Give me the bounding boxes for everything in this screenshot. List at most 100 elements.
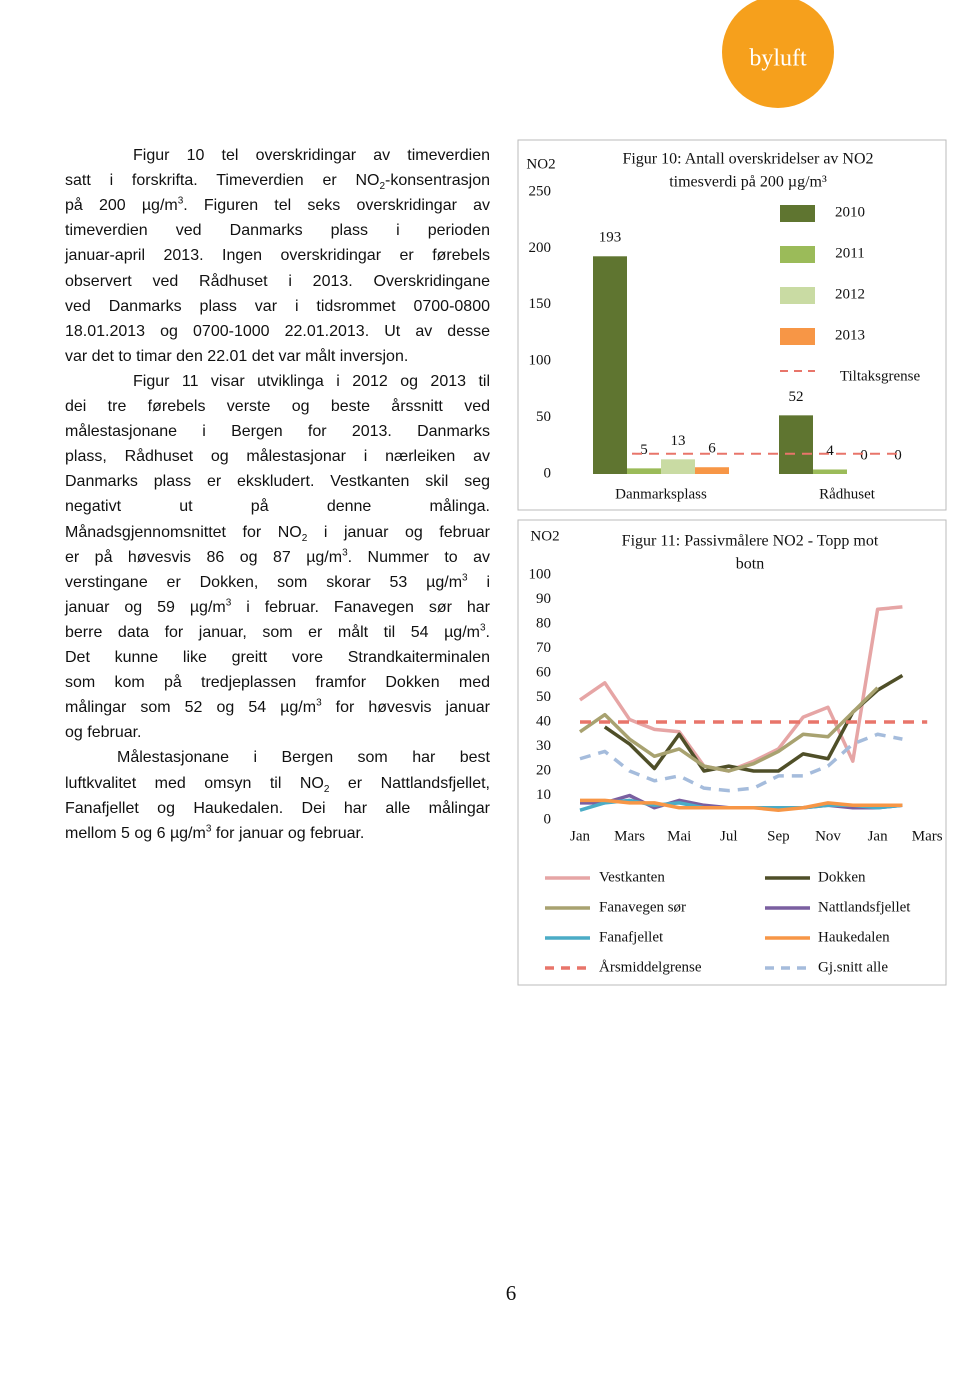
x-tick-label: Danmarksplass [615, 486, 707, 502]
data-label: 4 [826, 443, 834, 459]
text-line: målestasjonane i Bergen for 2013. Danmar… [65, 419, 490, 444]
text-line: Månadsgjennomsnittet for NO2 i januar og… [65, 520, 490, 545]
supscript: 3 [225, 597, 232, 609]
y-tick-label: 50 [536, 409, 551, 425]
text-run: i [467, 573, 491, 591]
chart-title: botn [736, 556, 764, 573]
text-run: i januar og februar [307, 523, 491, 541]
text-run: luftkvalitet med omsyn til NO [65, 774, 324, 792]
text-run: Figur 11 visar utviklinga i 2012 og 2013… [133, 372, 490, 390]
text-run: negativt ut på denne målinga. [65, 498, 490, 516]
legend-label: Tiltaksgrense [840, 368, 921, 384]
subscript: 2 [301, 532, 308, 544]
text-line: som kom på tredjeplassen framfor Dokken … [65, 670, 490, 695]
x-tick-label: Mars [912, 828, 943, 844]
y-axis-label: NO2 [526, 156, 555, 172]
text-run: januar-april 2013. Ingen overskridingar … [65, 247, 490, 265]
legend-label: Gj.snitt alle [818, 959, 888, 975]
y-tick-label: 100 [529, 353, 552, 369]
text-run: -konsentrasjon [385, 172, 490, 190]
x-tick-label: Sep [767, 828, 790, 844]
text-run: satt i forskrifta. Timeverdien er NO [65, 172, 380, 190]
data-label: 6 [708, 441, 716, 457]
text-run: berre data for januar, som er målt til 5… [65, 623, 480, 641]
supscript: 3 [205, 823, 212, 835]
chart-title: timesverdi på 200 µg/m³ [669, 174, 827, 191]
bar [627, 468, 661, 474]
y-axis-label: NO2 [530, 528, 559, 544]
subscript: 2 [379, 181, 386, 193]
x-tick-label: Mars [614, 828, 645, 844]
bar [779, 415, 813, 474]
y-tick-label: 30 [536, 738, 551, 754]
legend-label: Fanafjellet [599, 929, 664, 945]
legend-label: Fanavegen sør [599, 899, 686, 915]
text-line: Danmarks plass er ekskludert. Vestkanten… [65, 469, 490, 494]
text-run: observert ved Rådhuset i 2013. Overskrid… [65, 272, 490, 290]
text-run: verstingane er Dokken, som skorar 53 µg/… [65, 573, 463, 591]
y-tick-label: 90 [536, 591, 551, 607]
data-label: 0 [894, 447, 902, 463]
data-label: 193 [599, 230, 622, 246]
text-run: dei tre førebels verste og beste årssnit… [65, 398, 490, 415]
text-run: Det kunne like greitt vore Strandkaiterm… [65, 649, 490, 666]
text-line: ved Danmarks plass var i tidsrommet 0700… [65, 294, 490, 319]
text-run: . [485, 623, 490, 641]
text-run: Månadsgjennomsnittet for NO [65, 523, 302, 541]
y-tick-label: 0 [544, 465, 552, 481]
text-line: negativt ut på denne målinga. [65, 494, 490, 519]
page-number: 6 [506, 1281, 517, 1305]
y-tick-label: 40 [536, 713, 551, 729]
text-line: Figur 10 tel overskridingar av timeverdi… [65, 143, 490, 168]
legend-label: 2011 [835, 245, 864, 261]
text-line: målingar som 52 og 54 µg/m3 for høvesvis… [65, 695, 490, 720]
subscript: 2 [323, 783, 330, 795]
bar [661, 459, 695, 474]
text-run: timeverdien ved Danmarks plass i periode… [65, 222, 490, 240]
y-tick-label: 70 [536, 640, 551, 656]
text-run: målingar som 52 og 54 µg/m [65, 699, 317, 717]
data-label: 13 [671, 433, 686, 449]
series-line [579, 686, 879, 773]
text-run: er på høvesvis 86 og 87 µg/m [65, 548, 343, 566]
text-run: som kom på tredjeplassen framfor Dokken … [65, 674, 490, 692]
text-line: berre data for januar, som er målt til 5… [65, 620, 490, 645]
text-line: januar og 59 µg/m3 i februar. Fanavegen … [65, 595, 490, 620]
text-line: satt i forskrifta. Timeverdien er NO2-ko… [65, 168, 490, 193]
y-tick-label: 250 [529, 183, 552, 199]
text-run: målestasjonane i Bergen for 2013. Danmar… [65, 423, 490, 441]
text-run: Målestasjonane i Bergen som har best [117, 749, 490, 767]
y-tick-label: 0 [544, 811, 552, 827]
text-run: for høvesvis januar [321, 699, 491, 717]
x-tick-label: Nov [815, 828, 841, 844]
legend-label: Vestkanten [599, 869, 665, 885]
text-line: verstingane er Dokken, som skorar 53 µg/… [65, 570, 490, 595]
legend-swatch [780, 205, 815, 222]
data-label: 0 [860, 447, 868, 463]
text-line: Målestasjonane i Bergen som har best [65, 745, 490, 770]
bar [813, 469, 847, 474]
text-line: Fanafjellet og Haukedalen. Dei har alle … [65, 796, 490, 821]
legend-label: 2013 [835, 327, 865, 343]
text-line: mellom 5 og 6 µg/m3 for januar og februa… [65, 821, 490, 846]
bar [695, 467, 729, 474]
y-tick-label: 60 [536, 664, 551, 680]
supscript: 3 [479, 622, 486, 634]
chart-frame [517, 139, 947, 511]
bar [593, 256, 627, 474]
supscript: 3 [316, 697, 322, 709]
x-tick-label: Rådhuset [819, 486, 876, 502]
y-tick-label: 100 [529, 566, 552, 582]
text-line: og februar. [65, 720, 490, 745]
legend-swatch [780, 287, 815, 304]
legend-label: Dokken [818, 869, 866, 885]
legend-label: 2012 [835, 286, 865, 302]
y-tick-label: 200 [529, 240, 552, 256]
text-line: 18.01.2013 og 0700-1000 22.01.2013. Ut a… [65, 319, 490, 344]
logo: byluft [749, 46, 807, 72]
x-tick-label: Jul [720, 828, 738, 844]
text-run: på 200 µg/m [65, 197, 178, 215]
y-tick-label: 20 [536, 762, 551, 778]
y-tick-label: 80 [536, 615, 551, 631]
